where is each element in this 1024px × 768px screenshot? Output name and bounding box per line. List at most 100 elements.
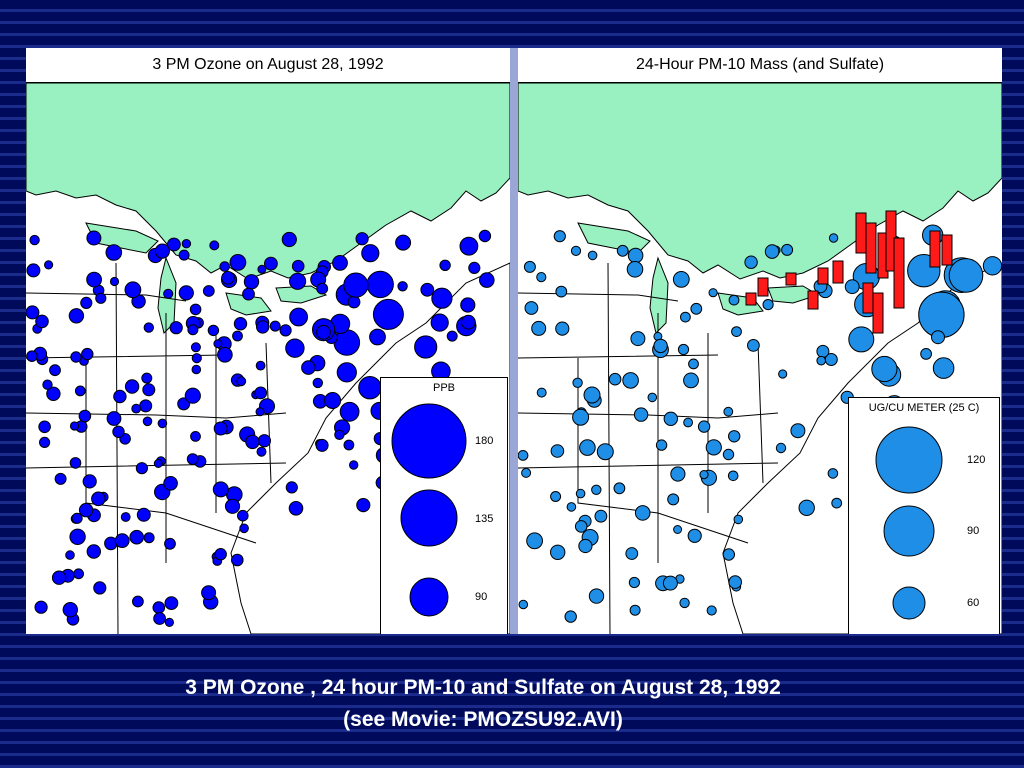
ozone-map-panel: 3 PM Ozone on August 28, 1992 PPB 180 13…: [26, 48, 510, 634]
ozone-site-marker: [105, 244, 123, 261]
ozone-site-marker: [207, 324, 220, 337]
pm10-site-marker: [570, 245, 582, 256]
pm10-legend-title: UG/CU METER (25 C): [868, 402, 980, 414]
ozone-site-marker: [257, 264, 267, 274]
ozone-site-marker: [431, 287, 453, 309]
ozone-legend-value-medium: 135: [475, 513, 494, 525]
great-lakes: [85, 222, 328, 334]
pm10-site-marker: [688, 358, 699, 370]
pm10-site-marker: [871, 355, 898, 383]
pm10-site-marker: [594, 509, 608, 523]
pm10-site-marker: [626, 261, 644, 278]
ozone-site-marker: [232, 330, 243, 342]
ozone-site-marker: [332, 255, 348, 271]
ozone-legend-value-small: 90: [475, 591, 488, 603]
ozone-site-marker: [112, 425, 125, 438]
sulfate-bar: [862, 282, 874, 314]
pm10-site-marker: [578, 538, 593, 554]
pm10-site-marker: [778, 369, 788, 379]
ozone-site-marker: [245, 434, 260, 450]
ozone-site-marker: [478, 229, 492, 243]
ozone-site-marker: [69, 457, 82, 469]
ozone-site-marker: [291, 259, 305, 273]
ozone-site-marker: [68, 308, 85, 324]
ozone-site-marker: [39, 436, 51, 448]
pm10-site-marker: [625, 547, 639, 560]
ozone-site-marker: [86, 230, 102, 246]
pm10-site-marker: [588, 588, 605, 604]
ozone-site-marker: [35, 314, 49, 329]
pm10-site-marker: [518, 450, 529, 461]
ozone-site-marker: [65, 550, 75, 560]
ozone-site-marker: [26, 263, 41, 278]
ozone-site-marker: [120, 512, 131, 522]
ozone-site-marker: [181, 239, 192, 249]
pm10-site-marker: [708, 288, 718, 298]
ozone-site-marker: [157, 418, 168, 429]
pm10-site-marker: [747, 339, 760, 352]
pm10-site-marker: [613, 482, 626, 495]
ozone-site-marker: [213, 421, 228, 436]
ozone-site-marker: [202, 285, 215, 297]
ozone-site-marker: [42, 379, 53, 390]
ozone-map-title: 3 PM Ozone on August 28, 1992: [26, 48, 510, 83]
ozone-site-marker: [187, 324, 199, 336]
pm10-site-marker: [572, 408, 590, 426]
pm10-site-marker: [932, 357, 955, 379]
ozone-site-marker: [366, 270, 394, 299]
sulfate-bar: [817, 267, 829, 285]
pm10-site-marker: [798, 499, 815, 516]
pm10-site-marker: [687, 528, 702, 543]
pm10-site-marker: [553, 230, 566, 243]
pm10-legend-circle-large: [875, 426, 943, 494]
ozone-site-marker: [430, 313, 449, 332]
pm10-site-marker: [524, 301, 539, 315]
ozone-site-marker: [153, 459, 163, 468]
pm10-legend-value-medium: 90: [967, 525, 980, 537]
ozone-site-marker: [152, 601, 166, 614]
pm10-site-marker: [608, 372, 622, 386]
ozone-site-marker: [132, 595, 144, 608]
ozone-site-marker: [369, 328, 386, 346]
ozone-site-marker: [231, 553, 244, 567]
ozone-legend-circle-small: [409, 577, 449, 617]
pm10-site-marker: [728, 430, 741, 443]
ozone-site-marker: [74, 385, 86, 397]
pm10-site-marker: [574, 520, 588, 533]
pm10-site-marker: [677, 343, 690, 356]
ozone-site-marker: [229, 254, 247, 271]
ozone-site-marker: [279, 324, 292, 337]
sulfate-bar: [832, 260, 844, 284]
ozone-site-marker: [343, 272, 369, 298]
sulfate-bar: [757, 277, 769, 297]
ozone-site-marker: [209, 240, 220, 251]
ozone-site-marker: [285, 481, 298, 494]
pm10-site-marker: [697, 420, 711, 433]
ozone-site-marker: [163, 476, 178, 491]
ozone-site-marker: [397, 281, 408, 292]
ozone-site-marker: [217, 347, 233, 363]
ozone-site-marker: [446, 330, 458, 342]
ozone-site-marker: [236, 376, 247, 387]
ozone-site-marker: [358, 376, 382, 400]
ozone-site-marker: [178, 285, 194, 301]
pm10-site-marker: [550, 491, 562, 502]
pm10-site-marker: [672, 271, 690, 288]
pm10-site-marker: [596, 443, 614, 461]
ozone-site-marker: [301, 360, 316, 375]
pm10-site-marker: [587, 250, 598, 261]
sulfate-bar: [929, 230, 941, 268]
ozone-site-marker: [224, 498, 241, 514]
pm10-site-marker: [790, 423, 806, 439]
ozone-site-marker: [289, 307, 309, 327]
ozone-site-marker: [167, 237, 181, 252]
ozone-site-marker: [135, 462, 149, 475]
pm10-site-marker: [699, 470, 709, 480]
ozone-site-marker: [95, 292, 107, 304]
ozone-site-marker: [124, 281, 142, 299]
pm10-site-marker: [948, 258, 984, 293]
ozone-site-marker: [62, 602, 78, 618]
pm10-site-marker: [673, 525, 683, 534]
ozone-site-marker: [164, 596, 179, 610]
ozone-site-marker: [78, 502, 94, 518]
